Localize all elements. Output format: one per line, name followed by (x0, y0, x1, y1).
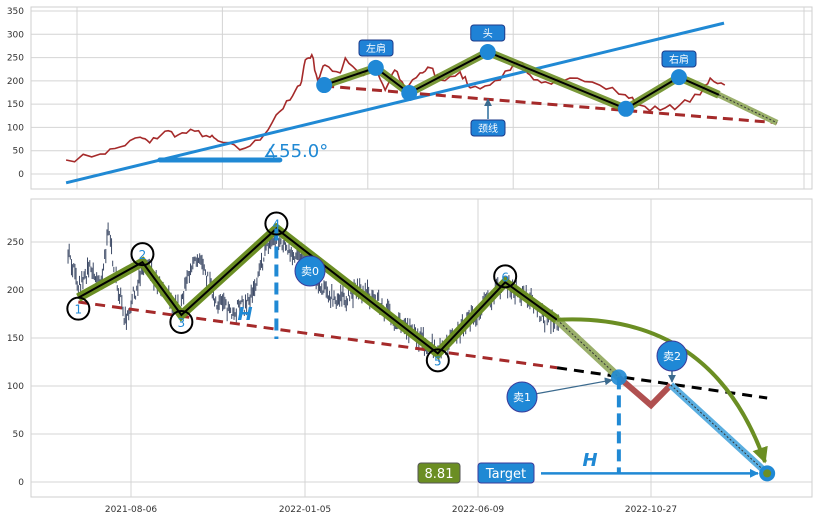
pattern-point-circle (169, 309, 194, 334)
pattern-point-label: 3 (178, 316, 186, 330)
head-label-box (470, 24, 506, 42)
target-value-box (417, 462, 461, 484)
top-projection-line (718, 94, 778, 124)
pattern-point-circle (493, 264, 518, 289)
top-y-tick-label: 300 (7, 30, 24, 40)
pattern-point-label: 1 (75, 303, 83, 317)
left-shoulder-label: 左肩 (358, 39, 394, 57)
target-label-box (477, 462, 535, 484)
target-height-label: H (582, 450, 597, 471)
sell2-bubble (656, 340, 688, 372)
sell1-text: 卖1 (513, 391, 531, 404)
target-label: Target (485, 467, 526, 482)
bottom-x-tick-label: 2022-01-05 (279, 505, 331, 515)
sell1-pointer (534, 377, 613, 395)
angle-label: ∡55.0° (263, 141, 328, 162)
right-shoulder-label-text: 右肩 (669, 53, 689, 66)
top-neckline (324, 84, 778, 125)
bottom-neckline (78, 300, 558, 370)
bottom-y-tick-label: 0 (18, 478, 24, 488)
head-label-text: 头 (483, 28, 493, 40)
head-label: 头 (470, 24, 506, 42)
right-shoulder-label-box (661, 50, 697, 68)
pattern-point-circle (66, 296, 91, 321)
top-y-tick-label: 50 (13, 147, 25, 157)
height-marker-label: H (237, 304, 252, 325)
neckline-label-text: 颈线 (478, 122, 498, 135)
bottom-y-tick-label: 250 (7, 238, 24, 248)
sell1-point (610, 369, 627, 386)
pattern-point-circle (130, 242, 155, 267)
pattern-point-circle (264, 211, 289, 236)
pattern-point-label: 6 (501, 270, 509, 284)
top-pattern-point (401, 84, 418, 101)
bottom-x-tick-label: 2021-08-06 (105, 505, 158, 515)
neckline-label-box (470, 119, 506, 137)
neckline-label: 颈线 (470, 119, 506, 137)
left-shoulder-label-box (358, 39, 394, 57)
top-pattern-point (479, 43, 496, 60)
top-pattern-point (617, 100, 634, 117)
pattern-point-label: 5 (434, 354, 442, 368)
sell0-bubble (294, 255, 326, 287)
bottom-y-tick-label: 200 (7, 286, 24, 296)
top-y-tick-label: 100 (7, 123, 24, 133)
left-shoulder-label-text: 左肩 (366, 42, 386, 55)
bottom-y-tick-label: 50 (13, 430, 25, 440)
top-pattern-point (367, 59, 384, 76)
bottom-y-tick-label: 100 (7, 382, 24, 392)
bottom-y-tick-label: 150 (7, 334, 24, 344)
pattern-point-label: 4 (273, 218, 281, 232)
target-point-core (763, 469, 772, 478)
sell1-bubble (506, 381, 538, 413)
neckline-extension (556, 366, 768, 400)
bottom-x-tick-label: 2022-10-27 (625, 505, 677, 515)
top-y-tick-label: 0 (18, 170, 24, 180)
target-path-line (670, 384, 768, 474)
top-y-tick-label: 150 (7, 100, 24, 110)
top-pattern-point (316, 77, 333, 94)
top-pattern-point (670, 69, 687, 86)
right-shoulder-label: 右肩 (661, 50, 697, 68)
sell2-text: 卖2 (663, 350, 681, 363)
sell0-text: 卖0 (301, 265, 319, 278)
top-y-tick-label: 250 (7, 54, 24, 64)
top-y-tick-label: 350 (7, 7, 24, 17)
target-value: 8.81 (425, 467, 454, 482)
top-trend-line (65, 21, 725, 185)
top-y-tick-label: 200 (7, 77, 24, 87)
pattern-point-circle (425, 348, 450, 373)
retest-path (616, 375, 673, 410)
pattern-point-label: 2 (139, 248, 147, 262)
projection-band (554, 316, 622, 381)
bottom-x-tick-label: 2022-06-09 (452, 505, 505, 515)
